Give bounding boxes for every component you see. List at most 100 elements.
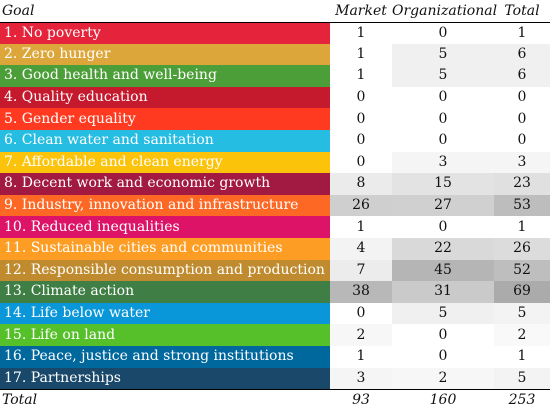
goal-label: 14. Life below water [0, 302, 330, 325]
market-value: 1 [330, 216, 392, 238]
organizational-value: 0 [392, 216, 494, 238]
organizational-value: 0 [392, 22, 494, 44]
market-value: 1 [330, 65, 392, 87]
market-value: 2 [330, 324, 392, 346]
header-row: Goal Market Organizational Total [0, 0, 550, 23]
goal-label: 2. Zero hunger [0, 43, 330, 66]
column-header-goal: Goal [0, 0, 330, 23]
total-value: 1 [494, 345, 550, 368]
total-value: 5 [494, 302, 550, 325]
table-row: 2. Zero hunger 1 5 6 [0, 43, 550, 66]
column-header-market: Market [330, 0, 392, 23]
market-value: 1 [330, 345, 392, 368]
total-row: Total 93 160 253 [0, 388, 550, 411]
total-value: 1 [494, 22, 550, 44]
total-value: 2 [494, 324, 550, 346]
table-row: 13. Climate action 38 31 69 [0, 281, 550, 303]
goal-label: 9. Industry, innovation and infrastructu… [0, 194, 330, 217]
table-row: 9. Industry, innovation and infrastructu… [0, 194, 550, 217]
total-label: Total [0, 388, 330, 411]
market-value: 4 [330, 237, 392, 260]
total-organizational: 160 [392, 388, 494, 411]
total-total: 253 [494, 388, 550, 411]
table-header: Goal Market Organizational Total [0, 0, 550, 23]
market-value: 8 [330, 173, 392, 195]
organizational-value: 2 [392, 367, 494, 390]
column-header-total: Total [494, 0, 550, 23]
market-value: 26 [330, 194, 392, 217]
goal-label: 1. No poverty [0, 22, 330, 44]
table-body: 1. No poverty 1 0 1 2. Zero hunger 1 5 6 3. Good… [0, 22, 550, 390]
market-value: 1 [330, 22, 392, 44]
goal-label: 17. Partnerships [0, 367, 330, 390]
market-value: 0 [330, 108, 392, 130]
market-value: 0 [330, 86, 392, 109]
total-value: 6 [494, 65, 550, 87]
market-value: 0 [330, 151, 392, 174]
market-value: 1 [330, 43, 392, 66]
total-value: 3 [494, 151, 550, 174]
total-value: 0 [494, 129, 550, 152]
total-value: 6 [494, 43, 550, 66]
total-value: 0 [494, 86, 550, 109]
organizational-value: 31 [392, 281, 494, 303]
market-value: 0 [330, 129, 392, 152]
table-row: 6. Clean water and sanitation 0 0 0 [0, 129, 550, 152]
organizational-value: 0 [392, 129, 494, 152]
organizational-value: 0 [392, 108, 494, 130]
goal-label: 4. Quality education [0, 86, 330, 109]
table-row: 5. Gender equality 0 0 0 [0, 108, 550, 130]
goal-label: 10. Reduced inequalities [0, 216, 330, 238]
total-value: 69 [494, 281, 550, 303]
goal-label: 16. Peace, justice and strong institutio… [0, 345, 330, 368]
column-header-organizational: Organizational [392, 0, 497, 23]
organizational-value: 0 [392, 86, 494, 109]
goal-label: 12. Responsible consumption and producti… [0, 259, 330, 282]
goal-label: 8. Decent work and economic growth [0, 173, 330, 195]
table-row: 1. No poverty 1 0 1 [0, 22, 550, 44]
organizational-value: 45 [392, 259, 494, 282]
table-row: 11. Sustainable cities and communities 4 2… [0, 237, 550, 260]
table-footer: Total 93 160 253 [0, 388, 550, 411]
table-row: 4. Quality education 0 0 0 [0, 86, 550, 109]
organizational-value: 5 [392, 43, 494, 66]
table-row: 8. Decent work and economic growth 8 15 23 [0, 173, 550, 195]
organizational-value: 3 [392, 151, 494, 174]
total-value: 26 [494, 237, 550, 260]
goal-label: 3. Good health and well-being [0, 65, 330, 87]
table-row: 17. Partnerships 3 2 5 [0, 367, 550, 390]
total-value: 1 [494, 216, 550, 238]
organizational-value: 0 [392, 324, 494, 346]
organizational-value: 5 [392, 302, 494, 325]
goal-label: 11. Sustainable cities and communities [0, 237, 330, 260]
market-value: 0 [330, 302, 392, 325]
goal-label: 6. Clean water and sanitation [0, 129, 330, 152]
goal-label: 15. Life on land [0, 324, 330, 346]
organizational-value: 22 [392, 237, 494, 260]
table-row: 3. Good health and well-being 1 5 6 [0, 65, 550, 87]
total-value: 0 [494, 108, 550, 130]
organizational-value: 15 [392, 173, 494, 195]
table-row: 15. Life on land 2 0 2 [0, 324, 550, 346]
total-value: 23 [494, 173, 550, 195]
table-row: 10. Reduced inequalities 1 0 1 [0, 216, 550, 238]
table-row: 12. Responsible consumption and producti… [0, 259, 550, 282]
market-value: 3 [330, 367, 392, 390]
table-row: 14. Life below water 0 5 5 [0, 302, 550, 325]
table-row: 16. Peace, justice and strong institutio… [0, 345, 550, 368]
market-value: 7 [330, 259, 392, 282]
goal-label: 7. Affordable and clean energy [0, 151, 330, 174]
organizational-value: 0 [392, 345, 494, 368]
total-market: 93 [330, 388, 392, 411]
goal-label: 13. Climate action [0, 281, 330, 303]
total-value: 52 [494, 259, 550, 282]
organizational-value: 5 [392, 65, 494, 87]
market-value: 38 [330, 281, 392, 303]
total-value: 5 [494, 367, 550, 390]
total-value: 53 [494, 194, 550, 217]
table-row: 7. Affordable and clean energy 0 3 3 [0, 151, 550, 174]
organizational-value: 27 [392, 194, 494, 217]
goal-label: 5. Gender equality [0, 108, 330, 130]
